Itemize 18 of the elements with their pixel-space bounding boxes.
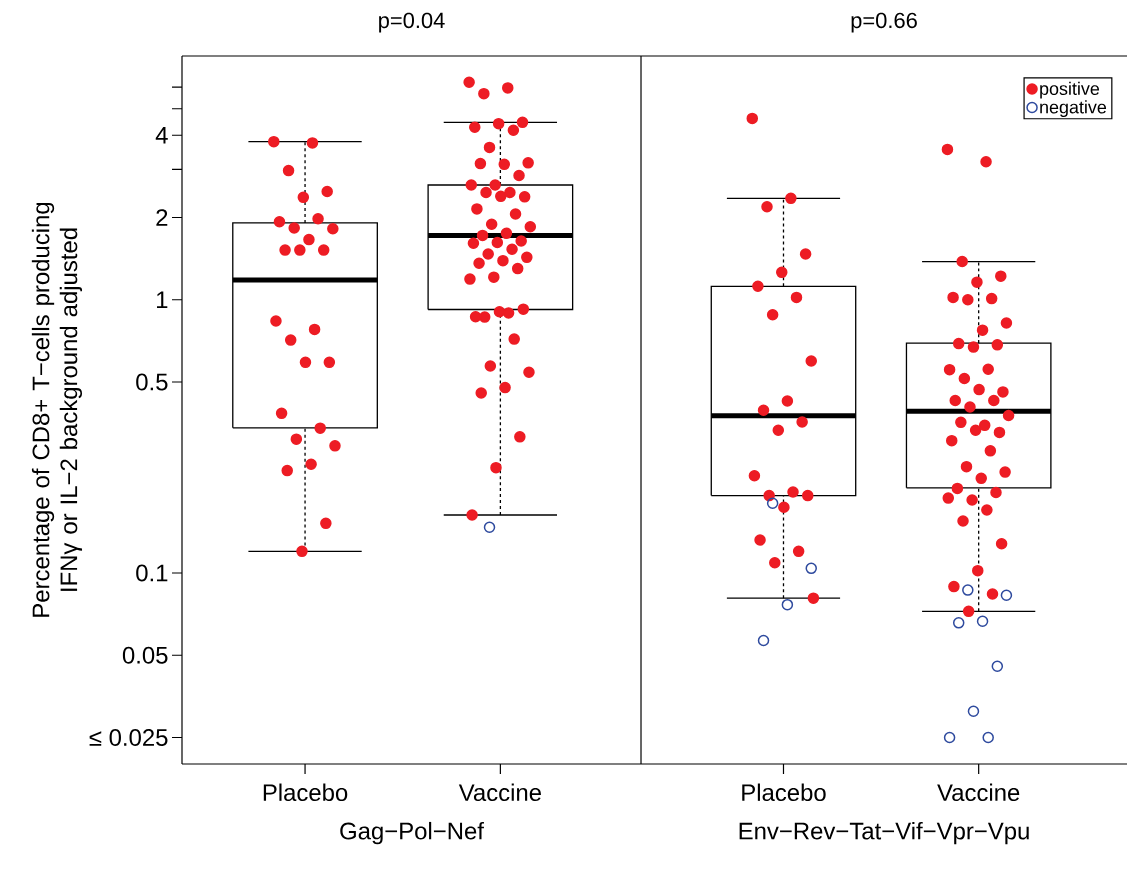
x-axis-title: Gag−Pol−Nef	[340, 821, 484, 845]
y-tick-label: 0.5	[136, 373, 168, 391]
x-tick-label: Vaccine	[937, 783, 1020, 802]
chart-title: p=0.66	[851, 12, 917, 33]
x-tick-label: Placebo	[742, 783, 826, 802]
y-axis-title: Percentage of CD8+ T−cells producing IFNγ or IL−2 background adjusted	[31, 202, 83, 617]
legend-label: positive	[1040, 81, 1100, 99]
y-tick-label: 0.05	[122, 646, 168, 664]
y-tick-label: 4	[155, 127, 168, 144]
y-tick-label: 0.1	[136, 564, 168, 582]
legend-label: negative	[1040, 100, 1107, 117]
x-tick-label: Placebo	[263, 783, 348, 802]
chart-title: p=0.04	[379, 12, 445, 33]
y-tick-label: 1	[157, 291, 168, 308]
y-tick-label: ≤ 0.025	[89, 729, 168, 746]
y-tick-label: 2	[156, 209, 168, 226]
x-axis-title: Env−Rev−Tat−Vif−Vpr−Vpu	[739, 821, 1029, 845]
x-tick-label: Vaccine	[458, 783, 541, 802]
